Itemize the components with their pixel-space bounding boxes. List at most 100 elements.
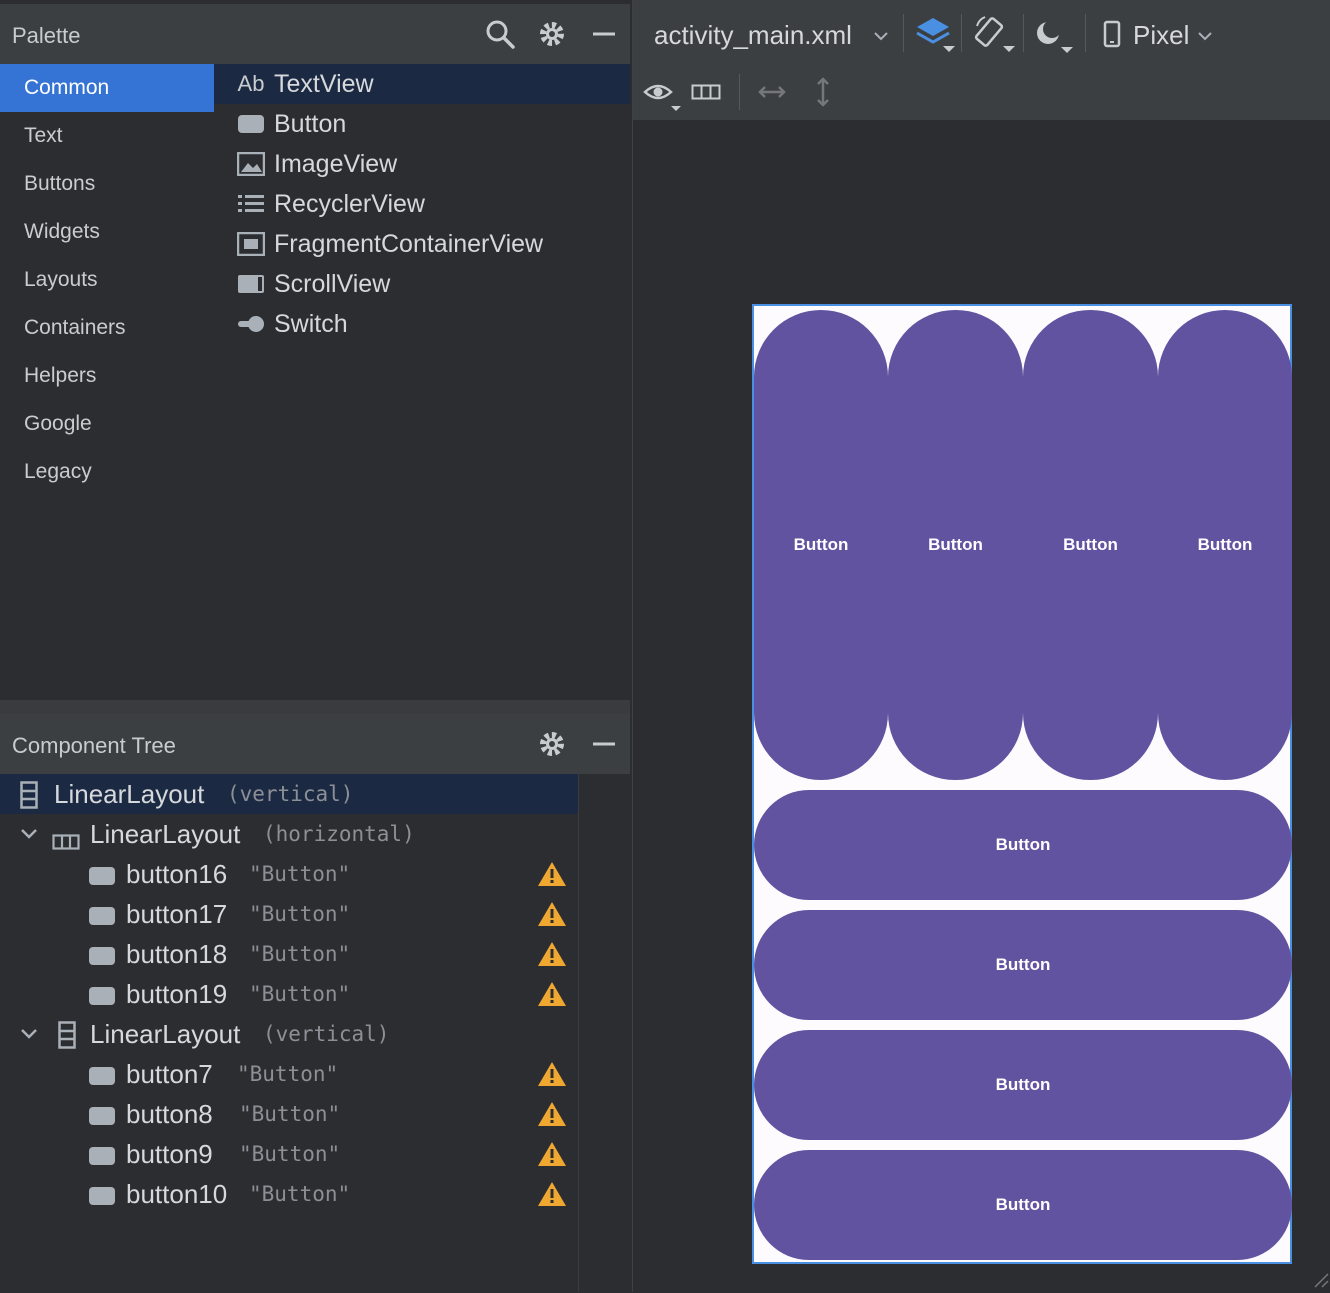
tree-row-sublabel: "Button" [249, 902, 351, 926]
button-icon [88, 863, 116, 894]
tree-row-label: button10 [126, 1178, 228, 1209]
category-common[interactable]: Common [0, 64, 214, 112]
warning-icon[interactable] [537, 1140, 567, 1168]
tree-scrollbar-track[interactable] [578, 774, 631, 1292]
component-imageview[interactable]: ImageView [214, 144, 630, 184]
gear-icon[interactable] [536, 18, 568, 50]
preview-button-9[interactable]: Button [754, 1030, 1292, 1140]
gear-icon[interactable] [536, 728, 568, 760]
tree-row-sublabel: "Button" [239, 1102, 341, 1126]
tree-row-button8[interactable]: button8 "Button" [0, 1094, 578, 1134]
file-name-dropdown[interactable]: activity_main.xml [654, 20, 852, 50]
tree-row-label: button19 [126, 978, 228, 1009]
category-google[interactable]: Google [24, 412, 92, 435]
component-label: Button [274, 109, 347, 138]
palette-title: Palette [12, 23, 81, 48]
minimize-icon[interactable] [588, 18, 620, 50]
tree-row-label: LinearLayout [90, 818, 241, 849]
category-containers[interactable]: Containers [24, 316, 126, 339]
expand-horizontal-icon[interactable] [757, 84, 787, 105]
warning-icon[interactable] [537, 1060, 567, 1088]
chevron-down-icon[interactable] [1197, 28, 1213, 46]
tree-row-button18[interactable]: button18 "Button" [0, 934, 578, 974]
tree-row-button17[interactable]: button17 "Button" [0, 894, 578, 934]
vertical-layout-icon [20, 781, 38, 816]
category-text[interactable]: Text [24, 124, 63, 147]
button-icon [88, 1063, 116, 1094]
component-label: FragmentContainerView [274, 229, 544, 258]
tree-row-sublabel: (horizontal) [263, 822, 415, 846]
recyclerview-icon [236, 190, 266, 218]
chevron-down-icon[interactable] [18, 823, 40, 845]
horizontal-layout-icon [52, 826, 80, 857]
tree-row-label: LinearLayout [90, 1018, 241, 1049]
palette-component-list: Ab TextView Button ImageView RecyclerVie… [214, 64, 630, 344]
tree-row-button19[interactable]: button19 "Button" [0, 974, 578, 1014]
layout-columns-icon[interactable] [691, 84, 721, 105]
component-label: ScrollView [274, 269, 391, 298]
preview-button-10[interactable]: Button [754, 1150, 1292, 1260]
warning-icon[interactable] [537, 900, 567, 928]
preview-button-18[interactable]: Button [1023, 310, 1158, 780]
tree-row-button10[interactable]: button10 "Button" [0, 1174, 578, 1214]
editor-toolbar-top: activity_main.xml Pixel [633, 0, 1330, 65]
toolbar-separator [739, 74, 740, 110]
vertical-layout-icon [58, 1021, 76, 1056]
design-surface-layers-icon[interactable] [915, 16, 955, 59]
tree-row-root-linearlayout[interactable]: LinearLayout (vertical) [0, 774, 578, 814]
tree-row-label: button9 [126, 1138, 213, 1169]
warning-icon[interactable] [537, 1180, 567, 1208]
panel-divider[interactable] [0, 700, 630, 714]
device-phone-icon[interactable] [1103, 20, 1121, 53]
tree-row-label: button7 [126, 1058, 213, 1089]
category-legacy[interactable]: Legacy [24, 460, 92, 483]
eye-view-options-icon[interactable] [643, 78, 683, 117]
tree-row-linearlayout-horizontal[interactable]: LinearLayout (horizontal) [0, 814, 578, 854]
editor-toolbar-secondary [633, 64, 1330, 121]
category-helpers[interactable]: Helpers [24, 364, 97, 387]
preview-button-19[interactable]: Button [1158, 310, 1292, 780]
orientation-rotate-icon[interactable] [973, 14, 1015, 59]
left-panel: Palette Common Text Buttons Widgets Layo… [0, 0, 631, 1292]
component-label: TextView [274, 69, 374, 98]
device-dropdown[interactable]: Pixel [1133, 20, 1190, 50]
component-tree-title: Component Tree [12, 733, 176, 758]
theme-night-mode-icon[interactable] [1035, 18, 1075, 59]
resize-handle-icon[interactable] [1313, 1272, 1329, 1293]
tree-row-button7[interactable]: button7 "Button" [0, 1054, 578, 1094]
component-tree-header: Component Tree [0, 714, 630, 775]
component-textview[interactable]: Ab TextView [214, 64, 630, 104]
toolbar-separator [1023, 14, 1024, 52]
preview-button-8[interactable]: Button [754, 910, 1292, 1020]
tree-row-sublabel: "Button" [249, 862, 351, 886]
warning-icon[interactable] [537, 1100, 567, 1128]
tree-row-label: button17 [126, 898, 228, 929]
tree-row-button9[interactable]: button9 "Button" [0, 1134, 578, 1174]
tree-row-button16[interactable]: button16 "Button" [0, 854, 578, 894]
category-layouts[interactable]: Layouts [24, 268, 98, 291]
category-buttons[interactable]: Buttons [24, 172, 96, 195]
chevron-down-icon[interactable] [18, 1023, 40, 1045]
warning-icon[interactable] [537, 860, 567, 888]
tree-row-label: LinearLayout [54, 778, 205, 809]
button-icon [88, 983, 116, 1014]
preview-button-16[interactable]: Button [754, 310, 888, 780]
chevron-down-icon[interactable] [873, 28, 889, 46]
search-icon[interactable] [484, 18, 516, 50]
preview-button-17[interactable]: Button [888, 310, 1023, 780]
tree-row-sublabel: (vertical) [227, 782, 354, 806]
component-button[interactable]: Button [214, 104, 630, 144]
preview-button-7[interactable]: Button [754, 790, 1292, 900]
warning-icon[interactable] [537, 980, 567, 1008]
expand-vertical-icon[interactable] [815, 76, 831, 113]
minimize-icon[interactable] [588, 728, 620, 760]
component-recyclerview[interactable]: RecyclerView [214, 184, 630, 224]
textview-icon: Ab [237, 71, 265, 96]
component-switch[interactable]: Switch [214, 304, 630, 344]
tree-row-linearlayout-vertical[interactable]: LinearLayout (vertical) [0, 1014, 578, 1054]
component-fragmentcontainerview[interactable]: FragmentContainerView [214, 224, 630, 264]
toolbar-separator [1085, 14, 1086, 52]
category-widgets[interactable]: Widgets [24, 220, 100, 243]
warning-icon[interactable] [537, 940, 567, 968]
component-scrollview[interactable]: ScrollView [214, 264, 630, 304]
